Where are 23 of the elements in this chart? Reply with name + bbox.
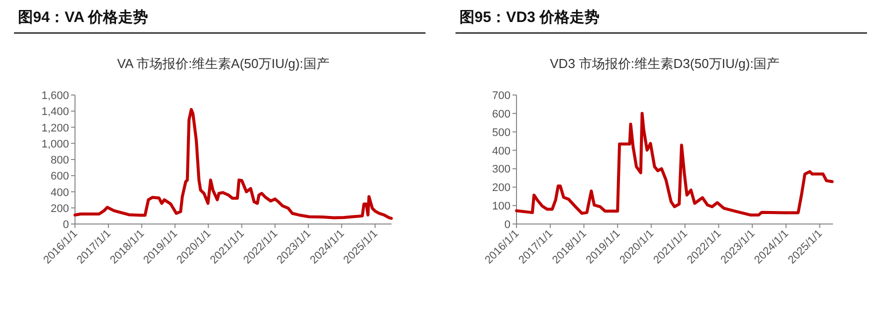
y-tick-label: 200: [50, 202, 69, 215]
y-tick-label: 1,600: [41, 90, 69, 102]
y-tick-label: 100: [492, 200, 510, 213]
y-tick-label: 600: [50, 170, 69, 183]
y-tick-label: 500: [492, 126, 510, 139]
y-tick-label: 300: [492, 164, 510, 176]
y-tick-label: 400: [50, 186, 69, 199]
y-tick-label: 800: [50, 154, 69, 166]
y-tick-label: 400: [492, 145, 510, 158]
y-tick-label: 0: [504, 219, 510, 231]
y-tick-label: 600: [492, 108, 510, 120]
y-tick-label: 0: [62, 219, 69, 231]
y-tick-label: 1,400: [41, 106, 69, 118]
y-tick-label: 700: [492, 90, 510, 102]
line-series: [515, 112, 834, 216]
line-series: [74, 108, 393, 220]
y-tick-label: 1,200: [41, 122, 69, 134]
chart-subtitle: VA 市场报价:维生素A(50万IU/g):国产: [117, 56, 330, 71]
y-tick-label: 1,000: [41, 138, 69, 150]
chart-subtitle: VD3 市场报价:维生素D3(50万IU/g):国产: [550, 56, 780, 71]
chart-title: 图95：VD3 价格走势: [460, 9, 600, 26]
y-tick-label: 200: [492, 182, 510, 194]
chart-title: 图94：VA 价格走势: [18, 9, 148, 26]
